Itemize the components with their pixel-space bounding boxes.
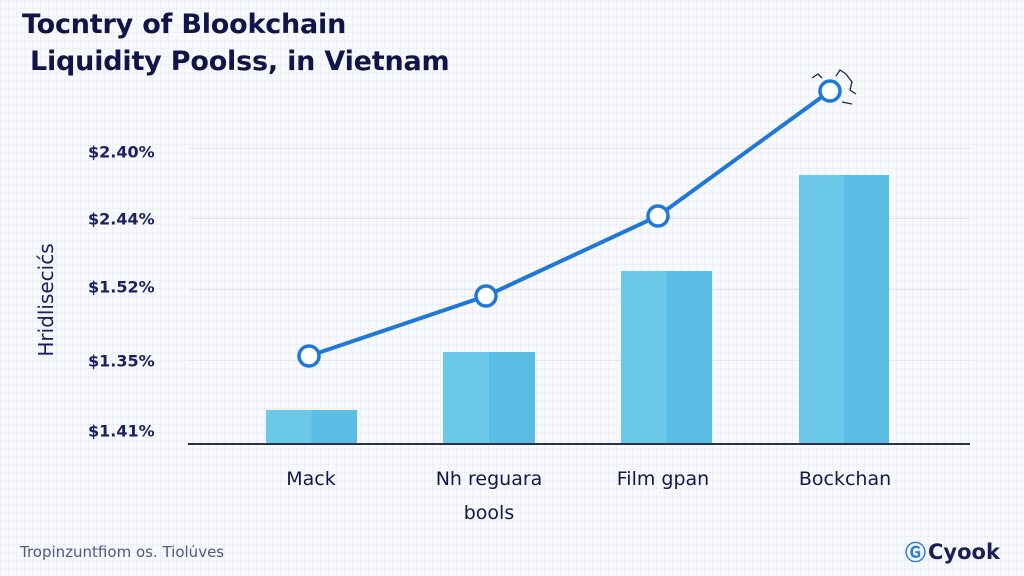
x-category-label: Mack [286, 462, 336, 496]
sparkle-decoration-icon [811, 69, 857, 105]
gridline [188, 148, 970, 149]
chart-title: Tocntry of Blookchain Liquidity Poolss, … [22, 6, 450, 80]
y-tick-label: $1.35% [88, 351, 155, 371]
bar [266, 410, 357, 443]
bar [799, 175, 889, 443]
y-tick-label: $2.44% [88, 209, 155, 229]
x-category-label: Bockchan [799, 462, 891, 496]
x-category-text: Mack [286, 468, 336, 490]
bar [443, 352, 535, 443]
brand-name: Cyook [928, 540, 1000, 564]
gridline [188, 289, 970, 290]
y-tick-label: $1.52% [88, 277, 155, 297]
g-logo-icon: Ⓖ [905, 541, 926, 565]
trend-line [307, 89, 832, 358]
x-category-label: Nh reguara bools [436, 462, 543, 530]
source-note: Tropinzuntfiom os. Tiolu̇ves [20, 543, 225, 561]
x-category-text: Nh reguara [435, 468, 543, 490]
gridline [188, 360, 970, 361]
x-category-text: Film gpan [616, 468, 710, 490]
line-point-marker [297, 344, 321, 368]
line-point-marker [474, 284, 498, 308]
brand-logo: Ⓖ Cyook [905, 537, 1000, 567]
chart-title-line2: Liquidity Poolss, in Vietnam [30, 46, 450, 77]
y-tick-label: $2.40% [88, 142, 155, 162]
x-category-label: Film gpan [617, 462, 709, 496]
x-category-text-line2: bools [463, 502, 515, 524]
y-tick-label: $1.41% [88, 421, 155, 441]
x-category-text: Bockchan [798, 468, 892, 490]
line-point-marker [818, 79, 842, 103]
x-axis-line [188, 443, 970, 445]
bar [621, 271, 712, 443]
gridline [188, 218, 970, 219]
line-point-marker [646, 204, 670, 228]
chart-title-line1: Tocntry of Blookchain [22, 9, 347, 40]
